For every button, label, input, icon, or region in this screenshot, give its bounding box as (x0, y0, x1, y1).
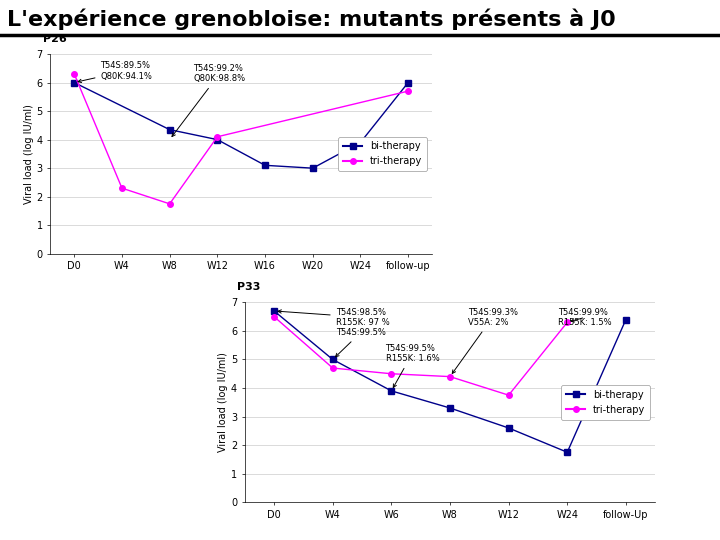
Text: T54S:98.5%
R155K: 97 %: T54S:98.5% R155K: 97 % (278, 308, 390, 327)
Text: T54S:99.2%
Q80K:98.8%: T54S:99.2% Q80K:98.8% (172, 64, 246, 137)
Y-axis label: Viral load (log IU/ml): Viral load (log IU/ml) (24, 104, 34, 204)
Text: T54S:99.3%
V55A: 2%: T54S:99.3% V55A: 2% (452, 308, 518, 374)
Y-axis label: Viral load (log IU/ml): Viral load (log IU/ml) (218, 353, 228, 452)
Text: T54S:99.9%
R155K: 1.5%: T54S:99.9% R155K: 1.5% (559, 308, 612, 327)
Text: T54S:99.5%
R155K: 1.6%: T54S:99.5% R155K: 1.6% (385, 344, 439, 388)
Text: P26: P26 (42, 34, 66, 44)
Text: T54S:99.5%: T54S:99.5% (336, 328, 385, 357)
Legend: bi-therapy, tri-therapy: bi-therapy, tri-therapy (338, 137, 427, 171)
Text: L'expérience grenobloise: mutants présents à J0: L'expérience grenobloise: mutants présen… (7, 8, 616, 30)
Text: T54S:89.5%
Q80K:94.1%: T54S:89.5% Q80K:94.1% (78, 61, 153, 83)
Legend: bi-therapy, tri-therapy: bi-therapy, tri-therapy (561, 385, 650, 420)
Text: P33: P33 (237, 282, 260, 293)
